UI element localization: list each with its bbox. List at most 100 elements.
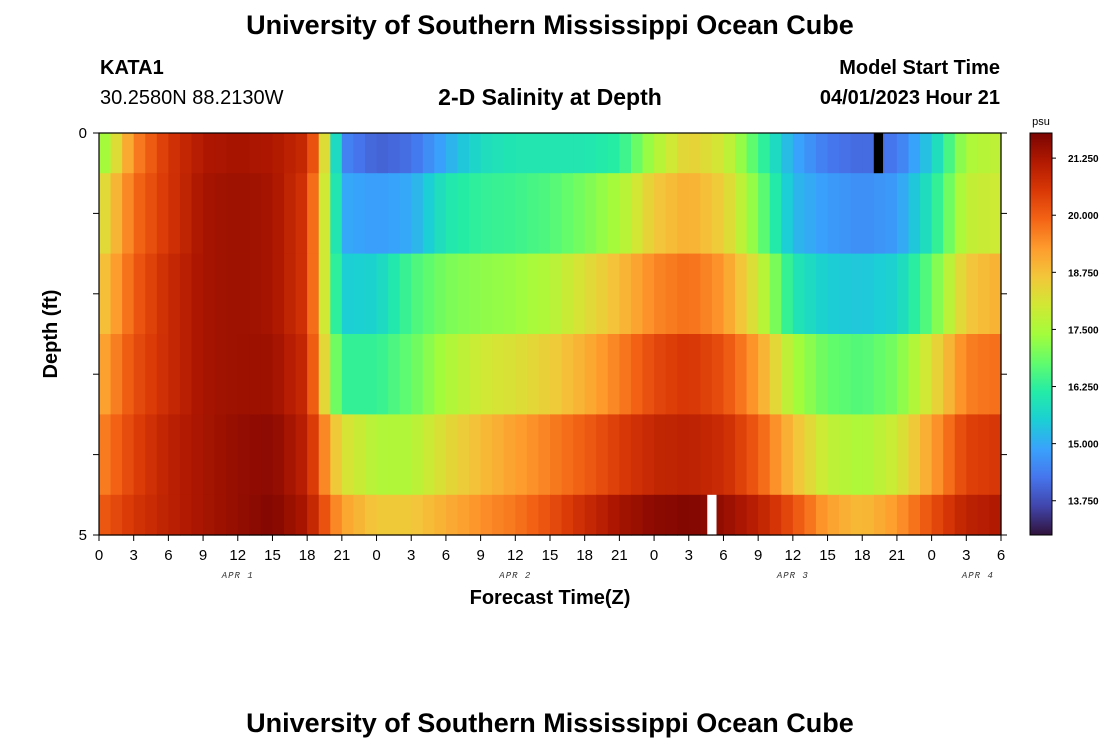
heatmap-cell	[526, 133, 540, 174]
heatmap-cell	[411, 173, 424, 255]
heatmap-cell	[896, 494, 910, 536]
heatmap-cell	[827, 414, 840, 496]
heatmap-cell	[804, 334, 817, 415]
heatmap-cell	[908, 494, 921, 536]
heatmap-cell	[480, 173, 493, 255]
heatmap-cell	[896, 414, 910, 496]
heatmap-cell	[735, 494, 748, 536]
heatmap-cell	[434, 173, 447, 255]
heatmap-cell	[677, 173, 690, 255]
heatmap-cell	[746, 253, 759, 335]
heatmap-cell	[168, 414, 181, 496]
heatmap-cell	[989, 334, 1002, 415]
heatmap-cell	[133, 414, 146, 496]
heatmap-cell	[480, 494, 493, 536]
heatmap-cell	[873, 494, 886, 536]
heatmap-cell	[318, 133, 331, 174]
heatmap-cell	[850, 133, 863, 174]
heatmap-cell	[700, 173, 713, 255]
heatmap-cell	[827, 173, 840, 255]
heatmap-cell	[422, 334, 435, 415]
heatmap-cell	[260, 253, 274, 335]
heatmap-cell	[654, 494, 667, 536]
heatmap-cell	[445, 133, 459, 174]
heatmap-cell	[931, 173, 944, 255]
heatmap-cell	[896, 253, 910, 335]
x-tick-label: 3	[130, 547, 138, 564]
x-tick-label: 3	[407, 547, 415, 564]
heatmap-cell	[630, 334, 644, 415]
heatmap-cell	[422, 133, 435, 174]
heatmap-cell	[145, 253, 158, 335]
heatmap-cell	[630, 414, 644, 496]
x-tick-label: 21	[611, 547, 628, 564]
heatmap-cell	[977, 334, 991, 415]
heatmap-cell	[573, 253, 586, 335]
heatmap-cell	[445, 494, 459, 536]
heatmap-cell	[411, 253, 424, 335]
heatmap-cell	[295, 494, 308, 536]
heatmap-cell	[723, 494, 736, 536]
heatmap-cell	[688, 133, 701, 174]
heatmap-cell	[630, 494, 644, 536]
heatmap-cell	[862, 253, 875, 335]
heatmap-cell	[480, 334, 493, 415]
heatmap-cell	[191, 133, 204, 174]
heatmap-cell	[99, 253, 112, 335]
heatmap-cell	[503, 494, 516, 536]
heatmap-cell	[573, 173, 586, 255]
heatmap-cell	[364, 173, 378, 255]
heatmap-cell	[596, 173, 609, 255]
heatmap-cell	[630, 253, 644, 335]
heatmap-cell	[607, 253, 620, 335]
heatmap-cell	[792, 173, 806, 255]
heatmap-cell	[607, 173, 620, 255]
heatmap-cell	[145, 133, 158, 174]
heatmap-cell	[434, 133, 447, 174]
heatmap-cell	[364, 133, 378, 174]
heatmap-cell	[168, 133, 181, 174]
heatmap-cell	[665, 173, 678, 255]
heatmap-cell	[989, 173, 1002, 255]
heatmap-cell	[561, 133, 574, 174]
heatmap-cell	[272, 414, 285, 496]
heatmap-cell	[827, 334, 840, 415]
heatmap-cell	[619, 173, 632, 255]
heatmap-cell	[399, 133, 412, 174]
heatmap-cell	[249, 494, 262, 536]
heatmap-cell	[179, 414, 193, 496]
heatmap-cell	[908, 334, 921, 415]
heatmap-cell	[307, 173, 320, 255]
heatmap-cell	[815, 414, 829, 496]
heatmap-cell	[804, 253, 817, 335]
heatmap-cell	[318, 173, 331, 255]
heatmap-cell	[179, 133, 193, 174]
heatmap-cell	[550, 494, 563, 536]
heatmap-cell	[815, 494, 829, 536]
heatmap-cell	[815, 173, 829, 255]
heatmap-cell	[249, 414, 262, 496]
heatmap-cell	[781, 494, 794, 536]
heatmap-cell	[642, 334, 655, 415]
heatmap-cell	[260, 173, 274, 255]
heatmap-cell	[110, 414, 123, 496]
heatmap-cell	[966, 334, 979, 415]
heatmap	[99, 133, 1002, 536]
heatmap-cell	[850, 414, 863, 496]
heatmap-cell	[214, 133, 227, 174]
heatmap-cell	[226, 334, 239, 415]
heatmap-cell	[214, 414, 227, 496]
heatmap-cell	[850, 494, 863, 536]
heatmap-cell	[168, 494, 181, 536]
heatmap-cell	[550, 334, 563, 415]
heatmap-cell	[145, 334, 158, 415]
heatmap-cell	[943, 253, 956, 335]
heatmap-cell	[769, 253, 782, 335]
heatmap-cell	[515, 414, 528, 496]
heatmap-cell	[896, 173, 910, 255]
heatmap-cell	[873, 414, 886, 496]
heatmap-cell	[526, 414, 540, 496]
heatmap-cell	[318, 253, 331, 335]
heatmap-cell	[700, 133, 713, 174]
heatmap-cell	[711, 173, 725, 255]
